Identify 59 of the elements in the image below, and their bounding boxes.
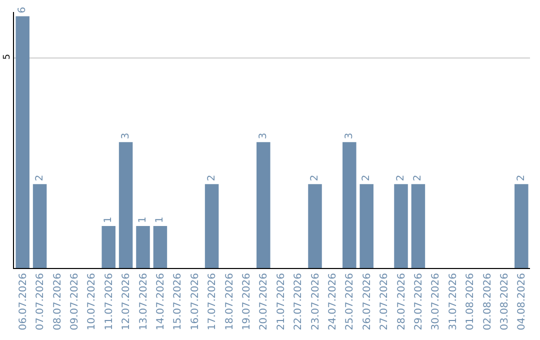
x-tick-label: 01.08.2026 bbox=[465, 273, 476, 330]
bar bbox=[308, 184, 322, 268]
x-tick-label: 23.07.2026 bbox=[310, 273, 322, 330]
x-tick-label: 17.07.2026 bbox=[207, 273, 218, 330]
data-label: 1 bbox=[138, 216, 148, 224]
data-label: 3 bbox=[344, 132, 355, 140]
bar bbox=[360, 184, 374, 268]
bar bbox=[204, 184, 219, 268]
x-tick-label: 18.07.2026 bbox=[224, 273, 236, 330]
data-label: 2 bbox=[396, 174, 406, 182]
data-label: 1 bbox=[154, 216, 166, 224]
x-tick-label: 22.07.2026 bbox=[293, 273, 304, 330]
x-tick-label: 15.07.2026 bbox=[172, 273, 184, 330]
x-tick-label: 19.07.2026 bbox=[241, 273, 252, 330]
bar bbox=[118, 142, 133, 268]
x-tick-label: 26.07.2026 bbox=[362, 273, 373, 330]
x-tick-label: 03.08.2026 bbox=[499, 273, 510, 330]
x-tick-label: 12.07.2026 bbox=[121, 273, 132, 330]
data-label: 3 bbox=[120, 132, 132, 140]
x-tick-label: 10.07.2026 bbox=[86, 273, 98, 330]
x-tick-label: 14.07.2026 bbox=[155, 273, 166, 330]
x-tick-label: 06.07.2026 bbox=[18, 273, 29, 330]
bar bbox=[153, 226, 168, 268]
x-tick-label: 20.07.2026 bbox=[258, 273, 270, 330]
data-label: 2 bbox=[206, 174, 218, 182]
x-tick-label: 04.08.2026 bbox=[516, 273, 528, 330]
data-label: 2 bbox=[361, 174, 372, 182]
data-label: 2 bbox=[412, 174, 424, 182]
data-label: 6 bbox=[17, 6, 28, 14]
bar bbox=[102, 226, 116, 268]
bar bbox=[256, 142, 270, 268]
x-tick-label: 31.07.2026 bbox=[448, 273, 459, 330]
x-tick-label: 27.07.2026 bbox=[379, 273, 390, 330]
x-tick-label: 16.07.2026 bbox=[190, 273, 201, 330]
x-tick-label: 30.07.2026 bbox=[430, 273, 442, 330]
data-label: 3 bbox=[258, 132, 269, 140]
x-tick-label: 28.07.2026 bbox=[396, 273, 408, 330]
bar bbox=[32, 184, 47, 268]
data-label: 1 bbox=[103, 216, 114, 224]
x-tick-label: 29.07.2026 bbox=[413, 273, 424, 330]
x-tick-label: 07.07.2026 bbox=[35, 273, 46, 330]
bar bbox=[16, 16, 30, 268]
bar bbox=[514, 184, 528, 268]
x-tick-label: 24.07.2026 bbox=[327, 273, 338, 330]
bar bbox=[394, 184, 408, 268]
x-tick-label: 21.07.2026 bbox=[276, 273, 287, 330]
x-tick-label: 13.07.2026 bbox=[138, 273, 150, 330]
bar bbox=[342, 142, 356, 268]
x-tick-label: 08.07.2026 bbox=[52, 273, 64, 330]
bar bbox=[136, 226, 150, 268]
bar bbox=[411, 184, 426, 268]
x-tick-label: 02.08.2026 bbox=[482, 273, 494, 330]
data-label: 2 bbox=[310, 174, 320, 182]
data-label: 2 bbox=[34, 174, 46, 182]
x-tick-label: 25.07.2026 bbox=[344, 273, 356, 330]
x-tick-label: 11.07.2026 bbox=[104, 273, 115, 330]
data-label: 2 bbox=[516, 174, 527, 182]
y-tick-label: 5 bbox=[2, 54, 12, 60]
x-tick-label: 09.07.2026 bbox=[69, 273, 80, 330]
